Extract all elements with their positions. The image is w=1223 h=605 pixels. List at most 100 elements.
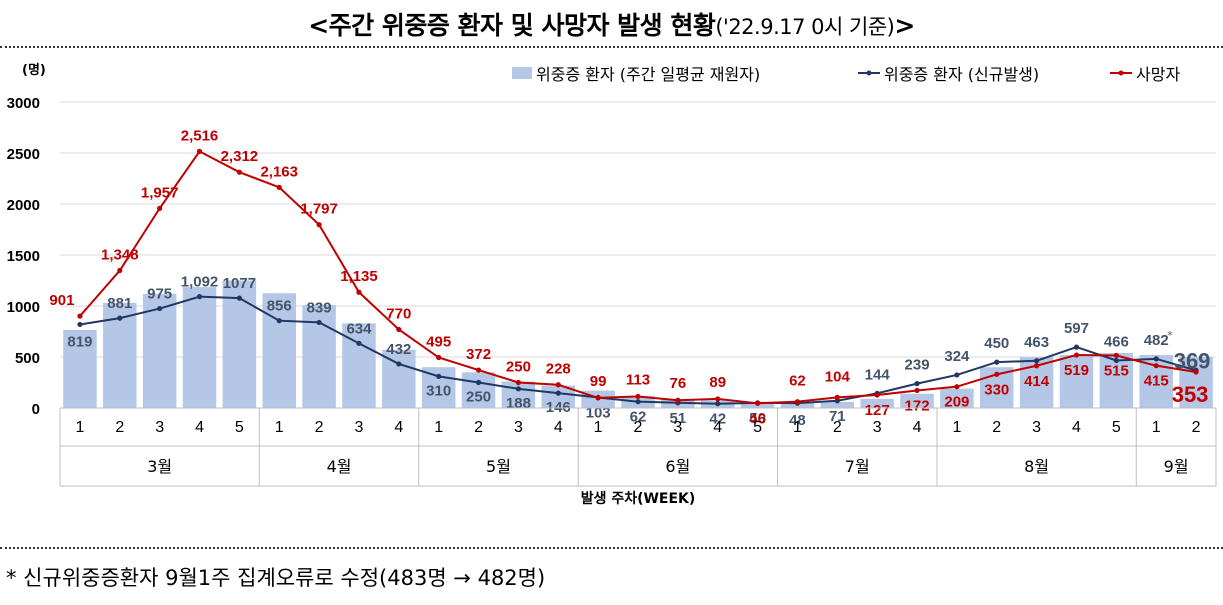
- legend-death-label: 사망자: [1136, 65, 1180, 84]
- y-unit-label: (명): [22, 62, 46, 78]
- death-point: [834, 394, 840, 400]
- death-point: [117, 267, 123, 274]
- x-month-label: 5월: [486, 457, 511, 476]
- death-data-label: 2,163: [260, 163, 298, 180]
- death-point: [316, 222, 322, 228]
- severe-new-data-label: 62: [630, 409, 647, 426]
- severe-new-point: [157, 305, 163, 312]
- x-axis-title: 발생 주차(WEEK): [581, 490, 696, 507]
- severe-new-data-label: 1077: [223, 275, 256, 292]
- x-week-tick-label: 1: [1152, 419, 1161, 436]
- x-week-tick-label: 1: [952, 419, 961, 436]
- death-point: [754, 400, 761, 406]
- death-data-label: 2,516: [181, 127, 219, 144]
- severe-new-data-label: 975: [147, 286, 172, 303]
- death-data-label: 1,348: [101, 247, 139, 264]
- severe-new-point: [515, 386, 522, 392]
- severe-new-point: [1034, 358, 1040, 364]
- severe-new-point: [954, 372, 960, 378]
- death-point: [196, 148, 203, 154]
- death-data-label: 62: [789, 373, 806, 390]
- correction-note-marker: *: [1167, 329, 1173, 342]
- death-data-label: 515: [1104, 362, 1129, 379]
- death-point: [874, 392, 880, 398]
- death-point: [77, 313, 83, 319]
- severe-new-data-label: 450: [984, 335, 1009, 352]
- x-week-tick-label: 1: [793, 419, 802, 436]
- death-point: [396, 326, 402, 333]
- x-week-tick-label: 3: [873, 419, 882, 436]
- x-week-tick-label: 1: [594, 419, 603, 436]
- death-data-label: 330: [984, 381, 1009, 398]
- severe-new-point: [236, 295, 242, 301]
- severe-new-data-label: 250: [466, 389, 491, 406]
- x-week-tick-label: 3: [673, 419, 682, 436]
- severe-new-data-label: 310: [426, 382, 451, 399]
- y-tick-label: 0: [32, 401, 40, 418]
- severe-new-data-label: 597: [1064, 320, 1089, 337]
- death-data-label: 770: [386, 305, 411, 322]
- severe-new-point: [994, 359, 1000, 365]
- death-point: [475, 367, 482, 373]
- x-week-tick-label: 1: [75, 419, 84, 436]
- severe-new-data-label: 48: [789, 412, 806, 429]
- x-week-tick-label: 2: [1192, 419, 1201, 436]
- severe-new-point: [1153, 356, 1159, 362]
- x-week-tick-label: 5: [235, 419, 244, 436]
- severe-new-point: [436, 373, 442, 379]
- death-data-label: 1,135: [340, 268, 378, 285]
- x-week-tick-label: 4: [1072, 419, 1081, 436]
- top-dotted-divider: [0, 46, 1223, 48]
- y-tick-label: 2500: [7, 146, 40, 163]
- y-tick-label: 500: [15, 350, 40, 367]
- bar-weekly-avg-inpatient: [820, 401, 855, 408]
- death-point: [515, 379, 522, 386]
- severe-new-point: [1073, 344, 1080, 350]
- bar-weekly-avg-inpatient: [182, 287, 217, 408]
- x-week-tick-label: 5: [753, 419, 762, 436]
- death-data-label: 127: [865, 402, 890, 419]
- death-data-label: 1,957: [141, 184, 179, 201]
- severe-new-data-label: 839: [307, 299, 332, 316]
- death-data-label: 901: [49, 292, 74, 309]
- x-week-tick-label: 3: [1032, 419, 1041, 436]
- severe-new-point: [715, 401, 721, 407]
- death-data-label: 2,312: [221, 148, 259, 165]
- death-point: [1034, 363, 1040, 369]
- x-week-tick-label: 4: [394, 419, 403, 436]
- death-point: [276, 184, 282, 190]
- x-week-tick-label: 1: [434, 419, 443, 436]
- chart-title-date: ('22.9.17 0시 기준): [715, 15, 895, 39]
- chart-title-close: >: [894, 11, 915, 40]
- x-week-tick-label: 2: [833, 419, 842, 436]
- weekly-severe-death-chart: 0 500 1000 1500 2000 2500 3000 (명) 위중증 환자 (주간 일평…: [7, 62, 1217, 507]
- death-data-label: 250: [506, 359, 531, 376]
- death-point: [1073, 352, 1080, 358]
- legend-severe-marker: [866, 70, 872, 76]
- x-month-label: 6월: [665, 457, 690, 476]
- severe-new-data-label: 51: [670, 410, 687, 427]
- legend-death-marker: [1118, 70, 1124, 76]
- severe-new-data-label: 482: [1144, 332, 1169, 349]
- death-data-label: 172: [905, 397, 930, 414]
- death-point: [1153, 363, 1159, 369]
- legend-bar-swatch: [512, 67, 532, 79]
- severe-new-point: [1113, 357, 1119, 364]
- severe-new-point: [77, 321, 83, 328]
- severe-new-data-label: 1,092: [181, 274, 219, 291]
- severe-new-data-label: 42: [709, 411, 726, 428]
- death-data-label: 228: [546, 361, 571, 378]
- death-point: [635, 393, 641, 400]
- severe-new-data-label: 324: [944, 348, 970, 365]
- death-point: [555, 382, 561, 388]
- bar-weekly-avg-inpatient: [262, 293, 296, 408]
- bar-weekly-avg-inpatient: [222, 280, 257, 408]
- death-data-label: 372: [466, 346, 491, 363]
- y-tick-label: 2000: [7, 197, 40, 214]
- x-month-label: 8월: [1024, 457, 1049, 476]
- severe-new-point: [396, 361, 402, 367]
- severe-new-point: [356, 340, 362, 346]
- legend-bar-label: 위중증 환자 (주간 일평균 재원자): [536, 65, 760, 84]
- death-data-label: 104: [825, 368, 851, 385]
- x-week-tick-label: 1: [275, 419, 284, 436]
